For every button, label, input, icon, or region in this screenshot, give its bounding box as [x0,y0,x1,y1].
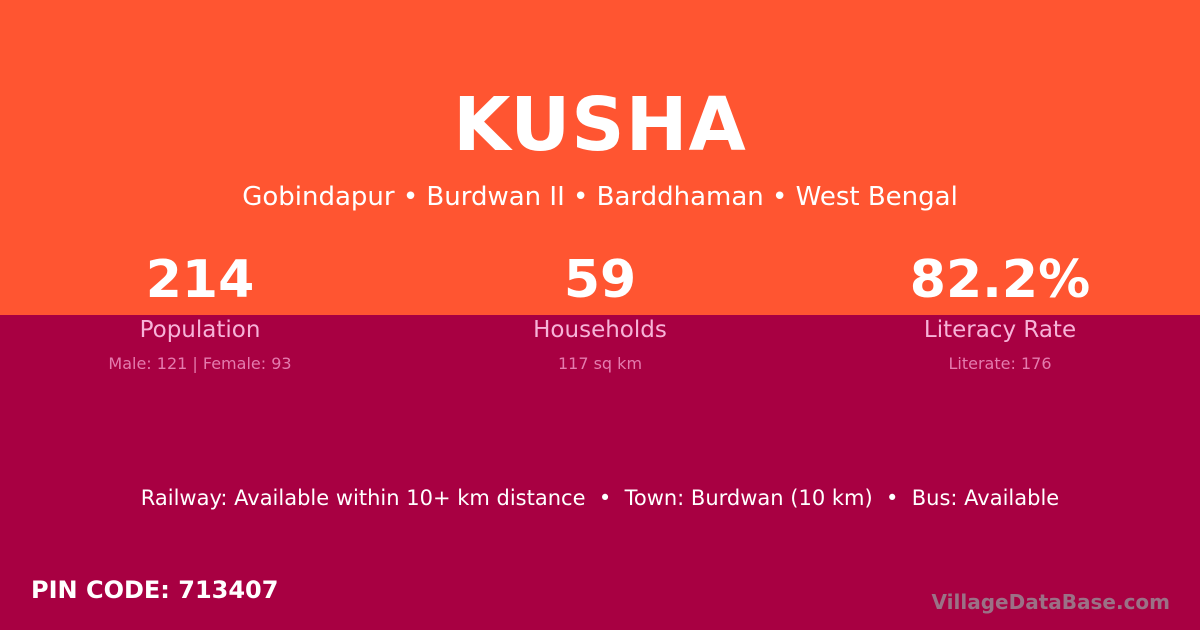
stat-sub: Male: 121 | Female: 93 [108,354,292,373]
stat-sub: 117 sq km [557,354,643,373]
location-breadcrumb: Gobindapur • Burdwan II • Barddhaman • W… [242,182,958,212]
brand-watermark: VillageDataBase.com [931,590,1170,614]
stat-literacy: 82.2% Literacy Rate Literate: 176 [800,250,1200,373]
stat-label: Households [533,317,667,343]
stat-value: 59 [563,250,637,310]
header-band [0,0,1200,315]
stat-value: 214 [145,250,255,310]
stat-label: Literacy Rate [923,317,1077,343]
stat-label: Population [139,317,261,343]
pin-code: PIN CODE: 713407 [31,576,279,604]
stat-population: 214 Population Male: 121 | Female: 93 [0,250,400,373]
village-title: KUSHA [453,82,747,168]
stat-value: 82.2% [909,250,1091,310]
connectivity-info: Railway: Available within 10+ km distanc… [140,486,1060,510]
stat-households: 59 Households 117 sq km [400,250,800,373]
stat-sub: Literate: 176 [948,354,1052,373]
